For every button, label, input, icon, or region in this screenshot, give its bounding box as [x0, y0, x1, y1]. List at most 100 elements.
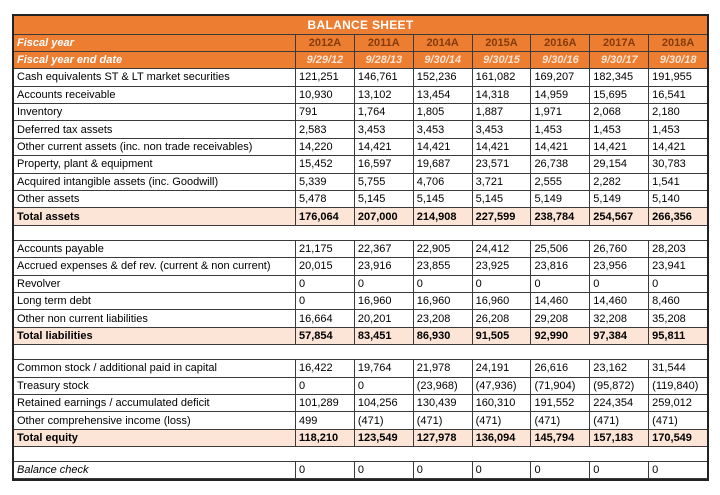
- value-cell[interactable]: 121,251: [296, 69, 355, 87]
- end-date-cell[interactable]: 9/30/14: [413, 51, 473, 70]
- value-cell[interactable]: 2,282: [590, 173, 650, 192]
- value-cell[interactable]: 254,567: [590, 208, 650, 226]
- value-cell[interactable]: 5,145: [472, 191, 532, 209]
- value-cell[interactable]: 1,541: [649, 174, 708, 192]
- value-cell[interactable]: 23,855: [413, 258, 473, 276]
- value-cell[interactable]: 0: [354, 275, 414, 293]
- value-cell[interactable]: 14,959: [531, 86, 591, 105]
- value-cell[interactable]: 35,208: [649, 310, 708, 328]
- value-cell[interactable]: 22,905: [413, 240, 473, 259]
- value-cell[interactable]: 29,154: [590, 156, 650, 174]
- value-cell[interactable]: 0: [296, 292, 355, 311]
- value-cell[interactable]: 23,941: [649, 258, 708, 276]
- value-cell[interactable]: 214,908: [413, 208, 473, 226]
- row-label-cell[interactable]: Revolver: [14, 275, 296, 293]
- value-cell[interactable]: 31,544: [649, 360, 708, 378]
- value-cell[interactable]: 0: [296, 377, 355, 395]
- value-cell[interactable]: 28,203: [649, 241, 708, 259]
- value-cell[interactable]: (471): [531, 412, 591, 430]
- value-cell[interactable]: 160,310: [472, 394, 532, 413]
- value-cell[interactable]: 2,180: [649, 104, 708, 122]
- row-label-cell[interactable]: Total liabilities: [14, 327, 296, 346]
- end-date-cell[interactable]: 9/30/18: [649, 51, 708, 70]
- row-label-cell[interactable]: Inventory: [14, 104, 296, 122]
- value-cell[interactable]: 10,930: [296, 86, 355, 105]
- value-cell[interactable]: 29,208: [531, 310, 591, 328]
- value-cell[interactable]: 5,149: [590, 191, 650, 209]
- value-cell[interactable]: 136,094: [472, 429, 532, 448]
- value-cell[interactable]: 2,068: [590, 104, 650, 122]
- value-cell[interactable]: 259,012: [649, 395, 708, 413]
- row-label-cell[interactable]: Other non current liabilities: [14, 310, 296, 328]
- value-cell[interactable]: 24,412: [472, 240, 532, 259]
- row-label-cell[interactable]: Accounts payable: [14, 240, 296, 259]
- row-label-cell[interactable]: Total equity: [14, 429, 296, 448]
- row-label-cell[interactable]: Other comprehensive income (loss): [14, 412, 296, 430]
- balance-check-value-cell[interactable]: 0: [590, 462, 650, 480]
- value-cell[interactable]: 32,208: [590, 310, 650, 328]
- value-cell[interactable]: 0: [296, 275, 355, 293]
- value-cell[interactable]: 0: [354, 377, 414, 395]
- value-cell[interactable]: 22,367: [354, 240, 414, 259]
- value-cell[interactable]: 4,706: [413, 173, 473, 192]
- value-cell[interactable]: 127,978: [413, 429, 473, 448]
- value-cell[interactable]: 5,478: [296, 191, 355, 209]
- value-cell[interactable]: 95,811: [649, 327, 708, 346]
- value-cell[interactable]: 170,549: [649, 429, 708, 448]
- value-cell[interactable]: 238,784: [531, 208, 591, 226]
- end-date-cell[interactable]: 9/29/12: [296, 51, 355, 70]
- value-cell[interactable]: 16,960: [472, 292, 532, 311]
- value-cell[interactable]: 14,220: [296, 138, 355, 157]
- value-cell[interactable]: 499: [296, 412, 355, 430]
- value-cell[interactable]: 1,764: [354, 104, 414, 122]
- fiscal-year-end-label[interactable]: Fiscal year end date: [14, 51, 296, 70]
- value-cell[interactable]: 16,422: [296, 360, 355, 378]
- value-cell[interactable]: 152,236: [413, 69, 473, 87]
- value-cell[interactable]: 97,384: [590, 327, 650, 346]
- value-cell[interactable]: 86,930: [413, 327, 473, 346]
- value-cell[interactable]: 26,738: [531, 156, 591, 174]
- value-cell[interactable]: 176,064: [296, 208, 355, 226]
- year-header-cell[interactable]: 2014A: [413, 34, 473, 52]
- value-cell[interactable]: 21,978: [413, 360, 473, 378]
- balance-check-value-cell[interactable]: 0: [531, 462, 591, 480]
- value-cell[interactable]: 145,794: [531, 429, 591, 448]
- value-cell[interactable]: 146,761: [354, 69, 414, 87]
- value-cell[interactable]: 1,453: [590, 121, 650, 139]
- value-cell[interactable]: 19,764: [354, 360, 414, 378]
- row-label-cell[interactable]: Accrued expenses & def rev. (current & n…: [14, 258, 296, 276]
- row-label-cell[interactable]: Common stock / additional paid in capita…: [14, 360, 296, 378]
- value-cell[interactable]: 5,339: [296, 173, 355, 192]
- value-cell[interactable]: (71,904): [531, 377, 591, 395]
- value-cell[interactable]: (471): [590, 412, 650, 430]
- value-cell[interactable]: 3,453: [354, 121, 414, 139]
- end-date-cell[interactable]: 9/30/17: [590, 51, 650, 70]
- value-cell[interactable]: 14,421: [649, 139, 708, 157]
- row-label-cell[interactable]: Long term debt: [14, 292, 296, 311]
- value-cell[interactable]: 23,816: [531, 258, 591, 276]
- value-cell[interactable]: 83,451: [354, 327, 414, 346]
- balance-check-value-cell[interactable]: 0: [354, 462, 414, 480]
- value-cell[interactable]: 24,191: [472, 360, 532, 378]
- value-cell[interactable]: 1,887: [472, 104, 532, 122]
- value-cell[interactable]: 0: [413, 275, 473, 293]
- row-label-cell[interactable]: Retained earnings / accumulated deficit: [14, 394, 296, 413]
- fiscal-year-label[interactable]: Fiscal year: [14, 34, 296, 52]
- value-cell[interactable]: 23,208: [413, 310, 473, 328]
- balance-check-label[interactable]: Balance check: [14, 462, 296, 480]
- value-cell[interactable]: 13,454: [413, 86, 473, 105]
- value-cell[interactable]: 15,695: [590, 86, 650, 105]
- value-cell[interactable]: 123,549: [354, 429, 414, 448]
- value-cell[interactable]: 19,687: [413, 156, 473, 174]
- value-cell[interactable]: 224,354: [590, 394, 650, 413]
- value-cell[interactable]: 23,162: [590, 360, 650, 378]
- row-label-cell[interactable]: Cash equivalents ST & LT market securiti…: [14, 69, 296, 87]
- value-cell[interactable]: 169,207: [531, 69, 591, 87]
- value-cell[interactable]: 2,583: [296, 121, 355, 139]
- value-cell[interactable]: 101,289: [296, 394, 355, 413]
- row-label-cell[interactable]: Other current assets (inc. non trade rec…: [14, 138, 296, 157]
- value-cell[interactable]: 16,541: [649, 87, 708, 105]
- value-cell[interactable]: (471): [413, 412, 473, 430]
- balance-check-value-cell[interactable]: 0: [472, 462, 532, 480]
- value-cell[interactable]: 130,439: [413, 394, 473, 413]
